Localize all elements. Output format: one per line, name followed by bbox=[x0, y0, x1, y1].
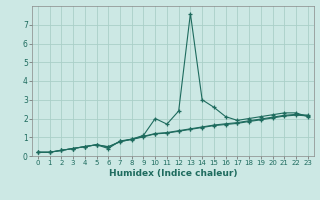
X-axis label: Humidex (Indice chaleur): Humidex (Indice chaleur) bbox=[108, 169, 237, 178]
